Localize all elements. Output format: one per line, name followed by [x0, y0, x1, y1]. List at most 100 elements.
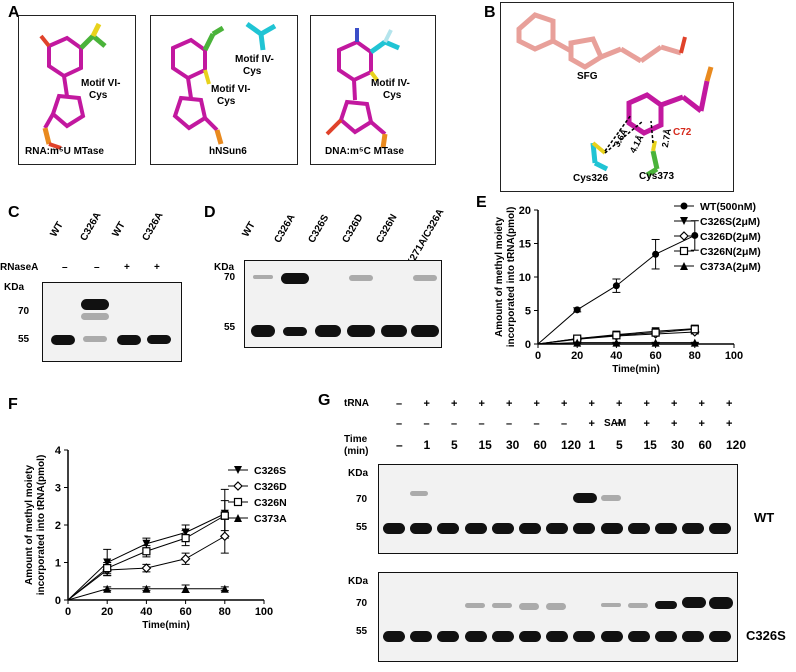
data-point: [142, 584, 151, 593]
y-tick-label: 3: [55, 483, 61, 495]
gel-band: [491, 631, 514, 642]
time-value: 60: [533, 438, 547, 452]
gel-band: [383, 523, 405, 534]
trna-sign: +: [588, 398, 595, 410]
data-point: [219, 531, 230, 542]
panel-letter-c: C: [8, 204, 20, 221]
time-value: 5: [616, 438, 623, 452]
x-tick-label: 20: [571, 350, 583, 362]
lane-label: C326A: [78, 210, 104, 243]
trna-sign: +: [561, 398, 568, 410]
y-axis-label: Amount of methyl moiety: [494, 217, 505, 337]
label-cys373: Cys373: [639, 171, 675, 182]
lane-label: C326A: [140, 210, 166, 243]
data-point: [690, 325, 699, 334]
label-cys: Cys: [383, 90, 402, 101]
label-cys326: Cys326: [573, 173, 609, 184]
data-point: [612, 282, 620, 290]
data-point: [180, 553, 191, 564]
data-point: [652, 250, 660, 258]
gel-band: [383, 631, 405, 642]
x-tick-label: 100: [255, 606, 273, 618]
gel-band: [410, 491, 429, 496]
label-motif-iv: Motif IV-: [235, 54, 274, 65]
gel-band: [573, 493, 598, 503]
data-point: [141, 563, 152, 573]
gel-band: [519, 631, 541, 642]
gel-band: [655, 631, 677, 642]
gel-band: [600, 495, 621, 501]
gel-band: [519, 523, 541, 534]
trna-sign: +: [478, 398, 485, 410]
sam-sign: –: [506, 418, 513, 430]
gel-band: [491, 603, 512, 608]
label-cys: Cys: [243, 66, 262, 77]
kda-label: KDa: [214, 262, 235, 273]
data-point: [612, 338, 621, 347]
structure-box-active-site: SFG C72 Cys326 Cys373 3.6Å 4.1Å 2.7Å: [500, 2, 734, 192]
time-value: 120: [726, 438, 747, 452]
legend-label: C326S: [254, 465, 286, 477]
rnase-sign: +: [124, 262, 130, 273]
kda-label: KDa: [4, 282, 25, 293]
gel-band: [682, 523, 705, 534]
y-tick-label: 10: [519, 272, 531, 284]
kda-label: KDa: [348, 576, 369, 587]
legend-marker: [679, 231, 689, 241]
chart-f: 0 20 40 60 80 100 0 1 2 3 4 Time(min) Amount of meth…: [24, 445, 287, 631]
label-c72: C72: [673, 127, 692, 138]
sam-sign: –: [533, 418, 540, 430]
time-value: 15: [478, 438, 492, 452]
time-value: 5: [451, 438, 458, 452]
legend-label: C373A(2μM): [700, 261, 761, 273]
y-tick-label: 2: [55, 520, 61, 532]
trna-sign: +: [643, 398, 650, 410]
legend-label: C326N(2μM): [700, 246, 761, 258]
gel-band: [437, 631, 460, 642]
rnase-sign: –: [62, 262, 68, 273]
x-tick-label: 40: [140, 606, 152, 618]
data-point: [573, 338, 582, 347]
structure-box-hnsun6: Motif IV- Cys Motif VI- Cys hNSun6: [150, 15, 298, 165]
label-motif-vi: Motif VI-: [211, 84, 251, 95]
legend-marker: [234, 514, 242, 522]
gel-band: [655, 523, 677, 534]
label-cys: Cys: [89, 90, 108, 101]
legend-label: C326D(2μM): [700, 231, 761, 243]
legend-label: C326S(2μM): [700, 216, 760, 228]
y-axis-label: incorporated into tRNA(pmol): [36, 455, 47, 596]
gel-band: [709, 631, 732, 642]
y-tick-label: 1: [55, 558, 61, 570]
legend-marker: [679, 246, 689, 256]
sam-sign: –: [396, 418, 403, 430]
gel-header-g: tRNA SAM Time (min) – + + + + + + + + + + + + – – – – – – –…: [338, 396, 758, 462]
gel-band: [464, 631, 487, 642]
rnase-sign: –: [94, 262, 100, 273]
label-motif-iv: Motif IV-: [371, 78, 410, 89]
legend-label: C326D: [254, 481, 287, 493]
data-point: [612, 331, 621, 340]
gel-band: [573, 523, 596, 534]
gel-band: [546, 603, 567, 610]
x-tick-label: 80: [689, 350, 701, 362]
western-blot-g-wt: [378, 464, 738, 554]
x-tick-label: 80: [219, 606, 231, 618]
marker-55: 55: [356, 522, 368, 533]
trna-sign: +: [671, 398, 678, 410]
structure-render-hnsun6: [171, 21, 277, 145]
data-point: [142, 539, 151, 548]
gel-band: [519, 603, 539, 610]
legend-label: C326N: [254, 497, 287, 509]
y-tick-label: 0: [55, 595, 61, 607]
trna-sign: +: [616, 398, 623, 410]
legend-label: WT(500nM): [700, 201, 756, 213]
y-tick-label: 4: [55, 445, 62, 457]
legend-marker: [680, 202, 688, 210]
marker-70: 70: [18, 306, 30, 317]
sam-sign: +: [643, 418, 650, 430]
panel-letter-g: G: [318, 392, 331, 409]
x-tick-label: 60: [179, 606, 191, 618]
western-blot-d: [244, 260, 442, 348]
marker-55: 55: [224, 322, 236, 333]
western-blot-c: [42, 282, 182, 362]
